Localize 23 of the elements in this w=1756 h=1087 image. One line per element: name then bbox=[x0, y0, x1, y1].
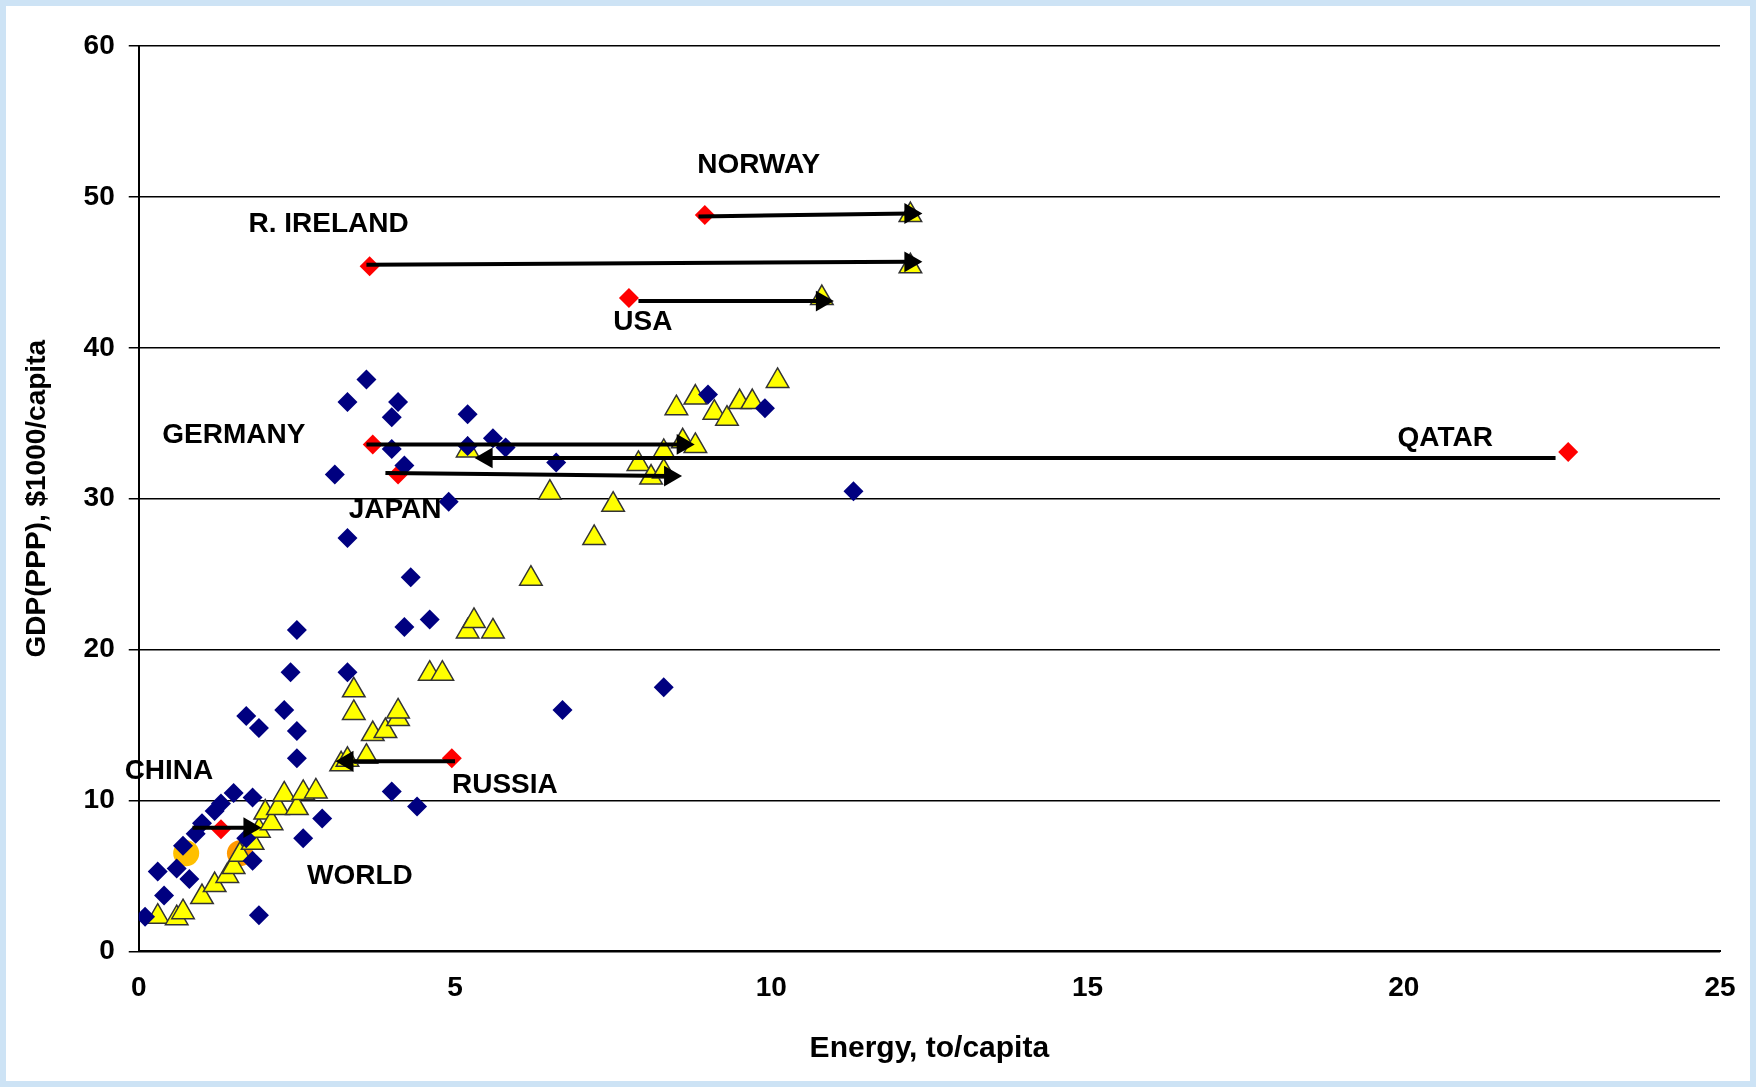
annotation: QATAR bbox=[1397, 420, 1493, 452]
x-tick-label: 0 bbox=[130, 970, 147, 1002]
x-tick-label: 5 bbox=[447, 970, 463, 1002]
y-tick-label: 30 bbox=[83, 481, 115, 513]
y-tick-label: 0 bbox=[99, 934, 115, 966]
y-tick-label: 60 bbox=[83, 28, 115, 60]
annotation: R. IRELAND bbox=[248, 207, 409, 239]
x-axis-title: Energy, to/capita bbox=[809, 1030, 1050, 1064]
y-tick-label: 10 bbox=[83, 783, 115, 815]
annotation: RUSSIA bbox=[451, 767, 558, 799]
y-tick-label: 40 bbox=[83, 330, 115, 362]
annotation: GERMANY bbox=[162, 418, 306, 450]
x-tick-label: 10 bbox=[755, 970, 787, 1002]
x-tick-label: 25 bbox=[1704, 970, 1736, 1002]
y-tick-label: 20 bbox=[83, 632, 115, 664]
x-tick-label: 20 bbox=[1388, 970, 1420, 1002]
annotation: USA bbox=[613, 304, 673, 336]
y-axis-title: GDP(PPP), $1000/capita bbox=[19, 339, 51, 658]
annotation: NORWAY bbox=[697, 147, 821, 179]
annotation: JAPAN bbox=[348, 493, 442, 525]
x-tick-label: 15 bbox=[1071, 970, 1104, 1002]
y-tick-label: 50 bbox=[83, 179, 115, 211]
annotation: WORLD bbox=[307, 859, 413, 891]
